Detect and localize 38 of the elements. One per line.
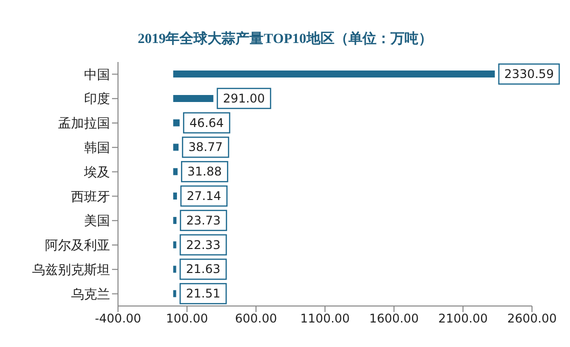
bar xyxy=(173,266,176,273)
data-label: 31.88 xyxy=(187,164,222,179)
x-tick-label: 1600.00 xyxy=(369,312,419,326)
y-tick-label: 美国 xyxy=(84,213,110,230)
x-tick-label: 2600.00 xyxy=(507,312,557,326)
data-label: 22.33 xyxy=(186,238,220,252)
data-label: 2330.59 xyxy=(504,67,554,82)
data-label: 23.73 xyxy=(186,213,221,228)
data-label: 46.64 xyxy=(189,116,224,130)
bar xyxy=(173,290,176,298)
x-tick-label: 2100.00 xyxy=(438,312,488,326)
bar xyxy=(173,70,495,78)
data-label: 38.77 xyxy=(188,140,223,154)
bar xyxy=(173,144,179,151)
y-tick-label: 乌兹别克斯坦 xyxy=(32,263,110,278)
bar xyxy=(173,168,178,176)
data-label: 21.51 xyxy=(186,286,220,301)
y-tick-label: 埃及 xyxy=(83,165,110,180)
bar xyxy=(173,216,176,224)
y-tick-label: 中国 xyxy=(84,68,110,83)
y-tick-label: 韩国 xyxy=(84,141,110,156)
bar xyxy=(173,119,180,126)
x-tick-label: -400.00 xyxy=(94,312,142,326)
bar xyxy=(173,94,214,102)
x-tick-label: 100.00 xyxy=(166,312,208,326)
data-label: 21.63 xyxy=(186,262,220,276)
x-tick-label: 600.00 xyxy=(235,312,277,326)
y-tick-label: 阿尔及利亚 xyxy=(45,238,110,254)
y-tick-label: 乌克兰 xyxy=(71,287,110,302)
data-label: 291.00 xyxy=(222,91,265,106)
data-label: 27.14 xyxy=(186,189,222,204)
x-tick-label: 1100.00 xyxy=(300,312,350,326)
y-tick-label: 印度 xyxy=(84,91,110,108)
bar xyxy=(173,241,176,248)
bar xyxy=(173,192,177,200)
y-tick-label: 西班牙 xyxy=(71,190,110,205)
y-tick-label: 孟加拉国 xyxy=(58,116,110,132)
chart-title: 2019年全球大蒜产量TOP10地区（单位：万吨） xyxy=(136,30,434,49)
